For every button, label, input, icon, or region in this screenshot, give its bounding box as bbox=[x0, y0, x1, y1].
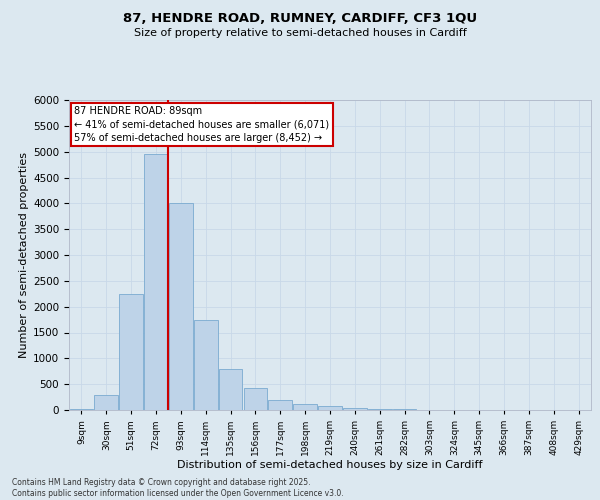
Bar bbox=[368, 409, 392, 410]
Bar bbox=[293, 404, 317, 410]
Bar bbox=[119, 294, 143, 410]
Bar bbox=[343, 408, 367, 410]
Bar bbox=[244, 388, 267, 410]
Bar bbox=[169, 204, 193, 410]
Bar bbox=[318, 406, 342, 410]
Text: Contains HM Land Registry data © Crown copyright and database right 2025.
Contai: Contains HM Land Registry data © Crown c… bbox=[12, 478, 344, 498]
Y-axis label: Number of semi-detached properties: Number of semi-detached properties bbox=[19, 152, 29, 358]
Bar bbox=[268, 400, 292, 410]
Bar bbox=[94, 394, 118, 410]
Text: Size of property relative to semi-detached houses in Cardiff: Size of property relative to semi-detach… bbox=[134, 28, 466, 38]
Bar bbox=[70, 408, 93, 410]
Text: 87, HENDRE ROAD, RUMNEY, CARDIFF, CF3 1QU: 87, HENDRE ROAD, RUMNEY, CARDIFF, CF3 1Q… bbox=[123, 12, 477, 26]
Bar bbox=[144, 154, 168, 410]
Text: 87 HENDRE ROAD: 89sqm
← 41% of semi-detached houses are smaller (6,071)
57% of s: 87 HENDRE ROAD: 89sqm ← 41% of semi-deta… bbox=[74, 106, 329, 142]
X-axis label: Distribution of semi-detached houses by size in Cardiff: Distribution of semi-detached houses by … bbox=[177, 460, 483, 469]
Bar bbox=[219, 368, 242, 410]
Bar bbox=[194, 320, 218, 410]
